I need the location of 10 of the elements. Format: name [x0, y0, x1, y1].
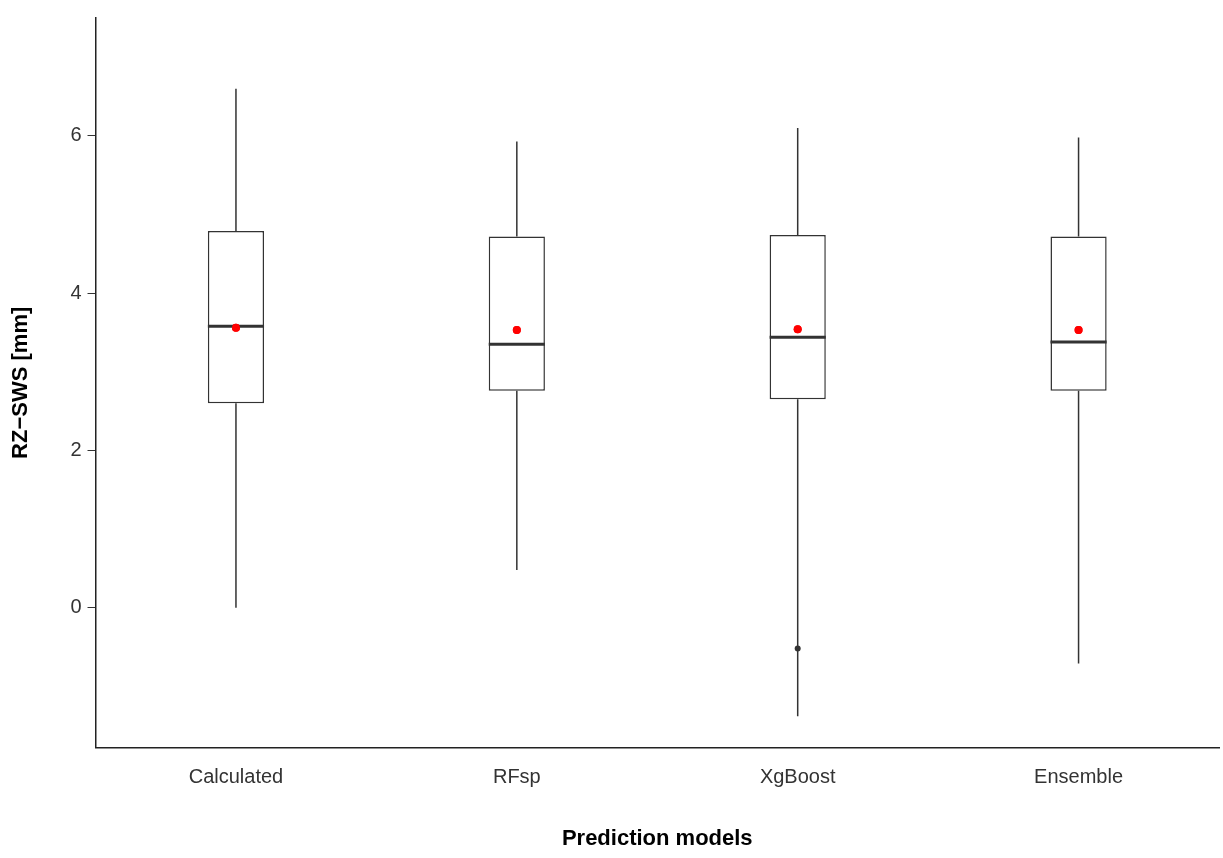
y-tick-label: 0	[70, 595, 82, 618]
y-tick-label: 2	[70, 437, 82, 460]
y-tick-label: 6	[70, 123, 82, 146]
x-axis-title: Prediction models	[561, 824, 753, 850]
x-tick-label: XgBoost	[759, 765, 836, 788]
y-tick-label: 4	[70, 280, 82, 303]
x-tick-label: RFsp	[492, 765, 541, 788]
x-tick-label: Ensemble	[1034, 765, 1124, 788]
y-axis-title: RZ−SWS [mm]	[7, 306, 33, 459]
x-tick-label: Calculated	[188, 765, 284, 788]
